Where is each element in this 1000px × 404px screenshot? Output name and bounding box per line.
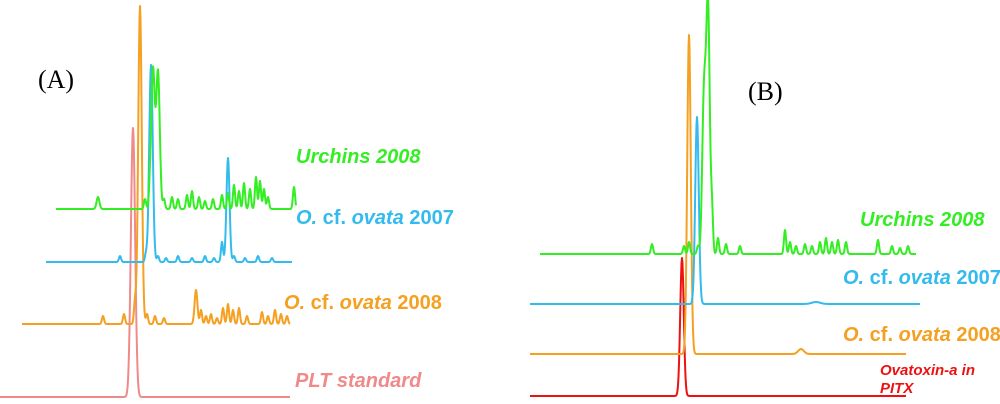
trace-o-cf-ovata-2007-a <box>45 64 293 263</box>
series-label-ovatoxin-a-in-pitx-line1: Ovatoxin-a in <box>880 362 975 379</box>
series-label-o-cf-ovata-2007-b: O. cf. ovata 2007 <box>843 267 1000 289</box>
series-label-ovatoxin-a-in-pitx-line2: PITX <box>880 380 914 397</box>
series-label-o-cf-ovata-2008-a: O. cf. ovata 2008 <box>284 292 442 314</box>
series-label-urchins-2008-a: Urchins 2008 <box>296 146 421 168</box>
trace-o-cf-ovata-2008-b <box>529 34 907 355</box>
series-label-plt-standard-a: PLT standard <box>295 370 422 392</box>
trace-o-cf-ovata-2007-b <box>529 116 921 305</box>
panel-b-label: (B) <box>748 77 783 106</box>
trace-o-cf-ovata-2008-a <box>21 5 291 325</box>
trace-plt-standard-a <box>0 127 291 398</box>
panel-b: (B) Urchins 2008 O. cf. ovata 2007 O. cf. … <box>529 0 1000 397</box>
panel-a-label: (A) <box>38 65 74 94</box>
series-label-urchins-2008-b: Urchins 2008 <box>860 209 985 231</box>
trace-ovatoxin-a-in-pitx-b <box>529 257 907 397</box>
trace-urchins-2008-b <box>539 0 917 255</box>
series-label-o-cf-ovata-2007-a: O. cf. ovata 2007 <box>296 207 454 229</box>
panel-a: (A) Urchins 2008 O. cf. ovata 2007 O. cf. … <box>0 5 454 398</box>
series-label-o-cf-ovata-2008-b: O. cf. ovata 2008 <box>843 324 1000 346</box>
trace-urchins-2008-a <box>55 65 297 210</box>
